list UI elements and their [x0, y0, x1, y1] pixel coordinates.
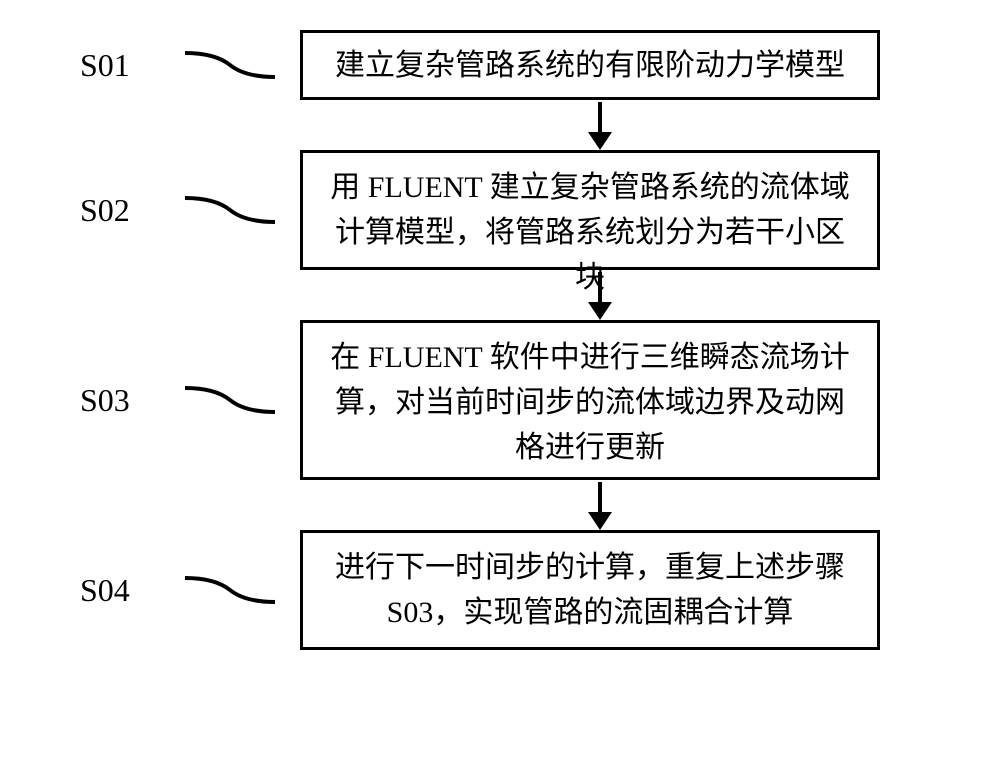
arrow-container-1 — [300, 100, 900, 150]
step-row-s01: S01 建立复杂管路系统的有限阶动力学模型 — [80, 30, 900, 100]
step-row-s03: S03 在 FLUENT 软件中进行三维瞬态流场计算，对当前时间步的流体域边界及… — [80, 320, 900, 480]
connector-curve-icon — [180, 380, 280, 420]
step-label-s03: S03 — [80, 382, 170, 419]
step-label-s01: S01 — [80, 47, 170, 84]
step-box-s01: 建立复杂管路系统的有限阶动力学模型 — [300, 30, 880, 100]
step-label-s02: S02 — [80, 192, 170, 229]
step-box-s03: 在 FLUENT 软件中进行三维瞬态流场计算，对当前时间步的流体域边界及动网格进… — [300, 320, 880, 480]
arrow-down-icon — [580, 480, 620, 530]
step-box-s04: 进行下一时间步的计算，重复上述步骤S03，实现管路的流固耦合计算 — [300, 530, 880, 650]
step-row-s02: S02 用 FLUENT 建立复杂管路系统的流体域计算模型，将管路系统划分为若干… — [80, 150, 900, 270]
step-box-s02: 用 FLUENT 建立复杂管路系统的流体域计算模型，将管路系统划分为若干小区块 — [300, 150, 880, 270]
connector-curve-icon — [180, 45, 280, 85]
step-row-s04: S04 进行下一时间步的计算，重复上述步骤S03，实现管路的流固耦合计算 — [80, 530, 900, 650]
step-text-s04: 进行下一时间步的计算，重复上述步骤S03，实现管路的流固耦合计算 — [335, 551, 845, 629]
connector-curve-icon — [180, 570, 280, 610]
arrow-down-icon — [580, 100, 620, 150]
flowchart-container: S01 建立复杂管路系统的有限阶动力学模型 S02 用 FLUENT 建立复杂管… — [80, 30, 900, 650]
arrow-container-3 — [300, 480, 900, 530]
connector-curve-icon — [180, 190, 280, 230]
step-label-s04: S04 — [80, 572, 170, 609]
step-text-s03: 在 FLUENT 软件中进行三维瞬态流场计算，对当前时间步的流体域边界及动网格进… — [330, 341, 849, 464]
step-text-s01: 建立复杂管路系统的有限阶动力学模型 — [335, 43, 845, 88]
